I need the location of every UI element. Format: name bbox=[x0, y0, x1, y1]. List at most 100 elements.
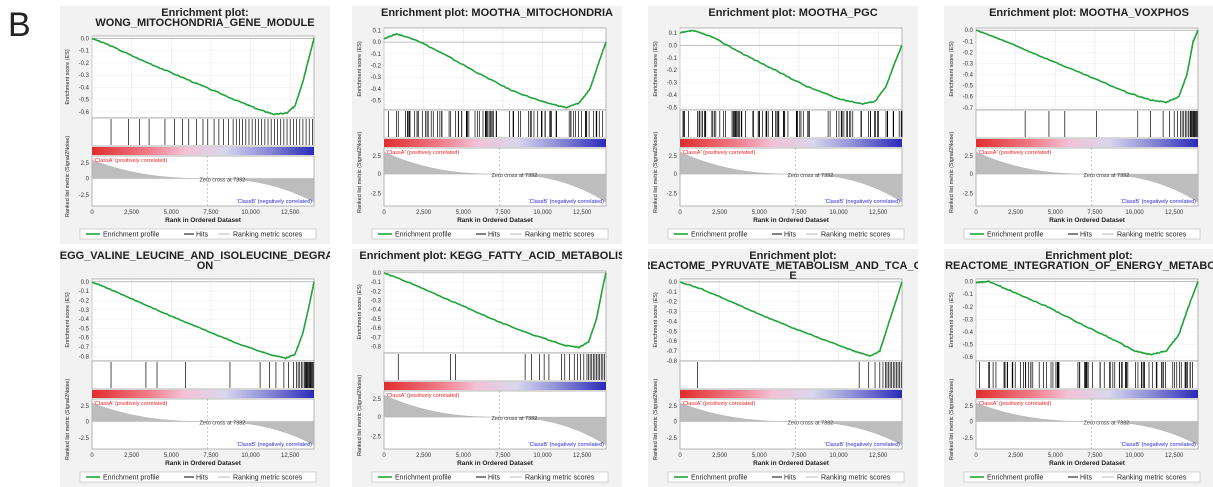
gsea-chart: Enrichment plot: MOOTHA_VOXPHOS 0.0 -0.1 -0… bbox=[949, 7, 1201, 240]
legend-metric-label: Ranking metric scores bbox=[1117, 475, 1187, 482]
y-tick-label: -0.4 bbox=[667, 319, 678, 325]
metric-axis-label: Ranked list metric (Signal2Noise) bbox=[65, 379, 71, 460]
legend-profile-label: Enrichment profile bbox=[395, 232, 452, 239]
y-tick-label: -0.1 bbox=[667, 290, 678, 296]
y-tick-label: -0.4 bbox=[371, 87, 382, 93]
es-axis-label: Enrichment score (ES) bbox=[653, 292, 659, 347]
metric-tick-label: 0 bbox=[970, 420, 974, 426]
chart-title: Enrichment plot: bbox=[749, 250, 836, 262]
class-a-label: 'ClassA' (positively correlated) bbox=[978, 401, 1051, 407]
y-tick-label: -0.5 bbox=[79, 326, 90, 332]
y-tick-label: -0.1 bbox=[371, 280, 382, 286]
ranking-metric-area bbox=[383, 394, 607, 446]
class-a-label: 'ClassA' (positively correlated) bbox=[682, 150, 755, 156]
x-tick-label: 7,500 bbox=[495, 210, 511, 216]
metric-axis-label: Ranked list metric (Signal2Noise) bbox=[357, 375, 363, 456]
rank-color-bar bbox=[680, 139, 902, 147]
rank-color-bar bbox=[92, 147, 314, 155]
class-a-label: 'ClassA' (positively correlated) bbox=[94, 158, 167, 164]
y-tick-label: -0.2 bbox=[371, 289, 382, 295]
y-tick-label: -0.5 bbox=[371, 99, 382, 105]
enrichment-profile-line bbox=[383, 32, 607, 109]
legend-box bbox=[963, 228, 1201, 240]
legend-profile-label: Enrichment profile bbox=[103, 232, 160, 239]
gsea-chart: Enrichment plot: MOOTHA_PGC 0.1 0.0 -0.1 -0.… bbox=[653, 7, 905, 240]
y-tick-label: 0.0 bbox=[81, 280, 90, 286]
y-tick-label: 0.0 bbox=[373, 40, 382, 46]
metric-tick-label: 2.5 bbox=[965, 404, 974, 410]
chart-title: E bbox=[789, 270, 796, 282]
x-tick-label: 0 bbox=[382, 210, 386, 216]
x-tick-label: 2,500 bbox=[416, 453, 432, 459]
legend-box bbox=[79, 228, 317, 240]
metric-tick-label: 2.5 bbox=[81, 161, 90, 167]
chart-title: Enrichment plot: bbox=[161, 7, 248, 19]
x-tick-label: 2,500 bbox=[712, 453, 728, 459]
y-tick-label: -0.7 bbox=[79, 345, 90, 351]
y-tick-label: -0.3 bbox=[963, 317, 974, 323]
es-axis-label: Enrichment score (ES) bbox=[357, 284, 363, 339]
y-tick-label: 0.1 bbox=[669, 31, 678, 37]
legend-hits-label: Hits bbox=[196, 232, 209, 239]
legend-box bbox=[371, 471, 609, 483]
legend-profile-label: Enrichment profile bbox=[691, 232, 748, 239]
metric-axis-label: Ranked list metric (Signal2Noise) bbox=[653, 132, 659, 213]
x-tick-label: 2,500 bbox=[124, 210, 140, 216]
gsea-panel: Enrichment plot: MOOTHA_VOXPHOS 0.0 -0.1 -0… bbox=[944, 6, 1213, 244]
rank-color-bar bbox=[92, 390, 314, 398]
hits-area bbox=[383, 352, 607, 382]
metric-tick-label: 0 bbox=[378, 415, 382, 421]
x-tick-label: 5,000 bbox=[752, 453, 768, 459]
zero-cross-label: Zero cross at 7332 bbox=[1083, 421, 1129, 427]
y-tick-label: -0.8 bbox=[667, 359, 678, 365]
y-tick-label: -0.1 bbox=[667, 56, 678, 62]
x-tick-label: 10,000 bbox=[241, 453, 260, 459]
y-tick-label: -0.1 bbox=[963, 292, 974, 298]
es-plot-area bbox=[91, 278, 315, 362]
legend-hits-label: Hits bbox=[488, 232, 501, 239]
class-b-label: 'ClassB' (negatively correlated) bbox=[825, 442, 901, 448]
legend-profile-label: Enrichment profile bbox=[987, 232, 1044, 239]
metric-tick-label: 0 bbox=[86, 420, 90, 426]
chart-title: REACTOME_PYRUVATE_METABOLISM_AND_TCA_CYC… bbox=[648, 260, 918, 272]
metric-axis-label: Ranked list metric (Signal2Noise) bbox=[949, 379, 955, 460]
legend-profile-label: Enrichment profile bbox=[691, 475, 748, 482]
zero-cross-label: Zero cross at 7332 bbox=[787, 421, 833, 427]
metric-axis-label: Ranked list metric (Signal2Noise) bbox=[949, 132, 955, 213]
x-tick-label: 12,500 bbox=[281, 453, 300, 459]
rank-color-bar bbox=[384, 139, 606, 147]
zero-cross-label: Zero cross at 7332 bbox=[199, 178, 245, 184]
chart-title: Enrichment plot: MOOTHA_VOXPHOS bbox=[989, 7, 1189, 19]
y-tick-label: -0.7 bbox=[371, 335, 382, 341]
enrichment-profile-line bbox=[91, 37, 315, 116]
x-tick-label: 10,000 bbox=[533, 210, 552, 216]
y-tick-label: 0.0 bbox=[669, 280, 678, 286]
y-tick-label: -0.5 bbox=[963, 84, 974, 90]
enrichment-profile-line bbox=[91, 281, 315, 360]
x-axis-label: Rank in Ordered Dataset bbox=[1049, 460, 1126, 467]
gsea-chart: Enrichment plot:REACTOME_INTEGRATION_OF_… bbox=[945, 250, 1213, 483]
class-b-label: 'ClassB' (negatively correlated) bbox=[529, 199, 605, 205]
es-plot-area bbox=[91, 35, 315, 119]
metric-tick-label: 2.5 bbox=[669, 404, 678, 410]
x-tick-label: 7,500 bbox=[791, 453, 807, 459]
x-tick-label: 7,500 bbox=[1087, 453, 1103, 459]
legend-hits-label: Hits bbox=[488, 475, 501, 482]
class-a-label: 'ClassA' (positively correlated) bbox=[682, 401, 755, 407]
ranking-metric-area bbox=[679, 402, 903, 446]
ranking-metric-area bbox=[975, 151, 1199, 203]
y-tick-label: -0.4 bbox=[667, 93, 678, 99]
y-tick-label: 0.0 bbox=[669, 43, 678, 49]
x-axis-label: Rank in Ordered Dataset bbox=[753, 217, 830, 224]
x-tick-label: 12,500 bbox=[573, 210, 592, 216]
y-tick-label: -0.5 bbox=[667, 106, 678, 112]
panel-letter: B bbox=[8, 6, 31, 44]
legend-metric-label: Ranking metric scores bbox=[821, 475, 891, 482]
es-plot-area bbox=[679, 278, 903, 362]
x-tick-label: 0 bbox=[678, 210, 682, 216]
enrichment-profile-line bbox=[975, 280, 1199, 356]
metric-axis-label: Ranked list metric (Signal2Noise) bbox=[357, 132, 363, 213]
class-a-label: 'ClassA' (positively correlated) bbox=[94, 401, 167, 407]
chart-title: WONG_MITOCHONDRIA_GENE_MODULE bbox=[95, 17, 314, 29]
legend-metric-label: Ranking metric scores bbox=[525, 232, 595, 239]
